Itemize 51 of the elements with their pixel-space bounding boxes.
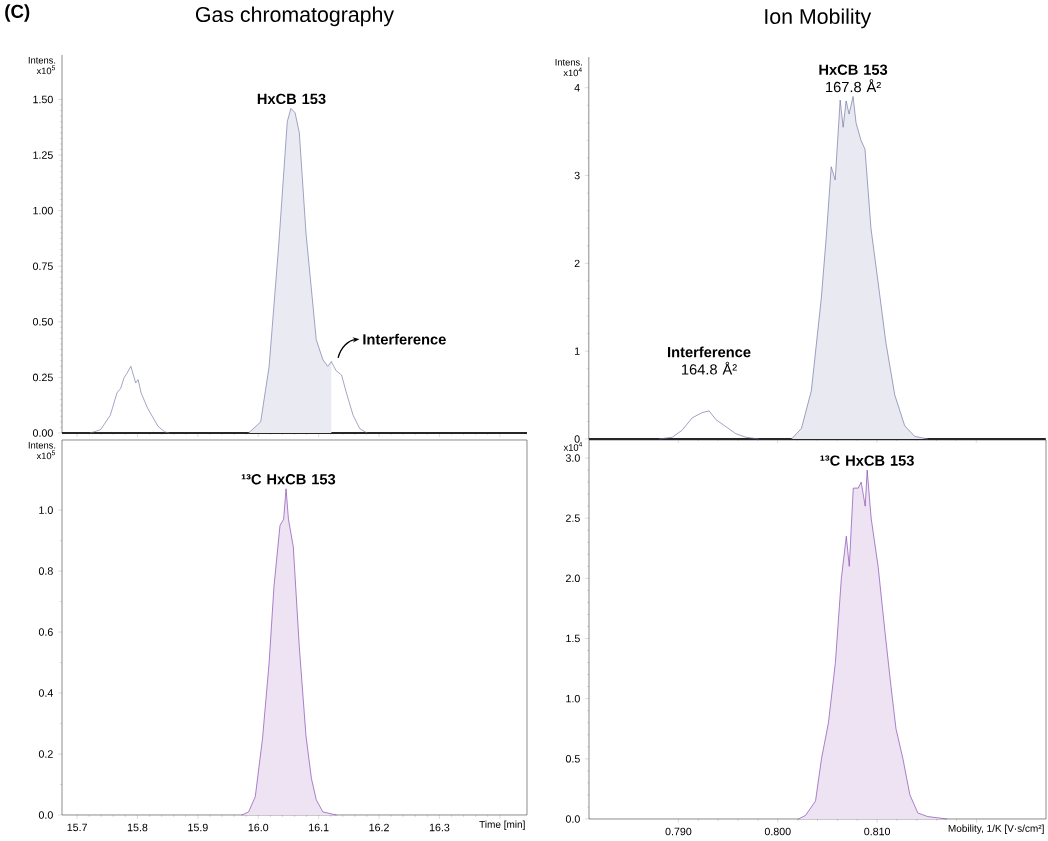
annotation: HxCB 153 (257, 93, 326, 105)
y-axis-title: Intens. x10$^{5}$ (28, 57, 56, 75)
y-tick-label: 0.6 (38, 628, 53, 636)
x-tick-label: 0.810 (864, 827, 891, 836)
y-tick-label: 0.8 (38, 567, 53, 575)
x-tick-label: 16.0 (248, 823, 269, 832)
x-tick-label: 0.800 (764, 827, 791, 836)
y-tick-label: 0.2 (38, 750, 53, 758)
y-tick-label: 3 (574, 171, 580, 180)
x-tick-label: 16.2 (369, 823, 389, 832)
y-tick-label: 0.4 (38, 689, 53, 697)
y-tick-label: 2 (574, 259, 580, 268)
y-tick-label: 0.75 (32, 262, 53, 270)
y-tick-label: 2.5 (566, 514, 580, 522)
text: (C) (5, 4, 30, 22)
annotation: ¹³C HxCB 153 (241, 474, 336, 485)
y-tick-label: 1.0 (39, 506, 53, 514)
line-series (659, 410, 760, 440)
y-tick-label: 0.5 (565, 755, 580, 763)
y-axis-title: Intens. x10$^{4}$ (555, 59, 582, 77)
y-axis-title: Intens. x10$^{5}$ (28, 442, 56, 460)
x-tick-label: 15.8 (127, 823, 148, 832)
y-tick-label: 1.0 (566, 694, 580, 703)
y-tick-label: 1.50 (33, 95, 53, 104)
y-tick-label: 4 (574, 84, 580, 92)
x-axis-title: Time [min] (479, 820, 525, 830)
y-axis-title: x10$^{4}$ (563, 442, 583, 451)
x-tick-label: 15.9 (188, 823, 208, 832)
y-tick-label: 0.0 (38, 811, 53, 819)
chart-title: Gas chromatography (195, 6, 395, 27)
y-tick-label: 0.50 (32, 318, 53, 326)
chart-title: Ion Mobility (765, 8, 872, 29)
y-tick-label: 0 (574, 435, 580, 443)
annotation: HxCB 153 167.8 Å² (819, 64, 888, 93)
x-tick-label: 16.3 (429, 823, 450, 832)
y-tick-label: 0.00 (32, 429, 53, 437)
annotation: ¹³C HxCB 153 (820, 455, 914, 466)
x-axis-title: Mobility, 1/K [V·s/cm²] (948, 824, 1044, 834)
y-tick-label: 1.5 (566, 634, 580, 643)
y-tick-label: 0.25 (32, 373, 53, 382)
annotation: Interference (363, 333, 446, 345)
y-tick-label: 2.0 (566, 574, 580, 583)
y-tick-label: 1.25 (33, 151, 53, 159)
x-tick-label: 0.790 (665, 827, 692, 836)
y-tick-label: 3.0 (565, 454, 580, 462)
y-tick-label: 1 (574, 347, 580, 355)
annotation: Interference 164.8 Å² (668, 346, 751, 375)
x-tick-label: 16.1 (309, 823, 329, 832)
y-tick-label: 0.0 (565, 815, 580, 823)
y-tick-label: 1.00 (33, 206, 53, 215)
x-tick-label: 15.7 (67, 823, 87, 832)
